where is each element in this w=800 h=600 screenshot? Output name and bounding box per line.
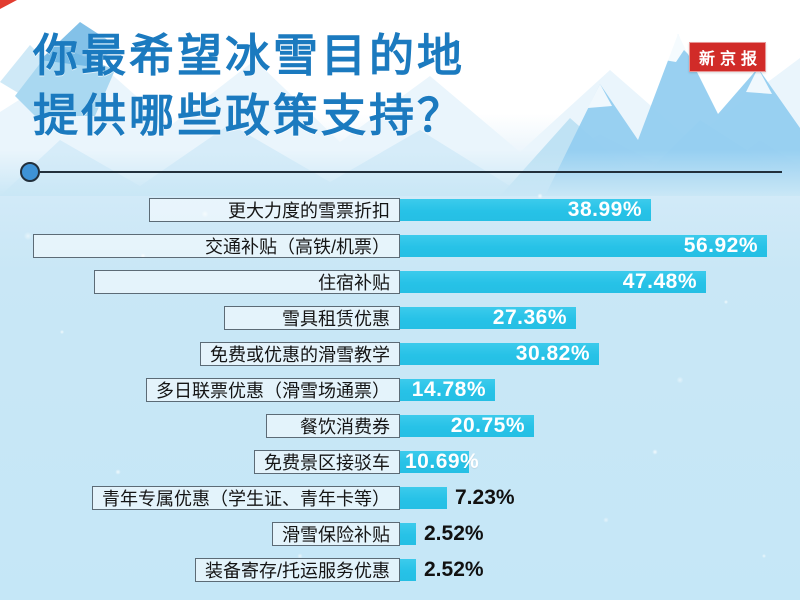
chart-row: 免费景区接驳车 10.69% (0, 450, 800, 474)
category-label-box: 滑雪保险补贴 (272, 522, 400, 546)
page-title-line2: 提供哪些政策支持？ (33, 90, 466, 141)
category-label-cell: 交通补贴（高铁/机票） (0, 234, 400, 258)
category-label-box: 餐饮消费券 (266, 414, 400, 438)
divider (20, 161, 782, 182)
category-label-cell: 更大力度的雪票折扣 (0, 198, 400, 222)
category-label: 青年专属优惠（学生证、青年卡等） (102, 489, 390, 509)
category-label-box: 免费或优惠的滑雪教学 (200, 342, 400, 366)
page-title: 你最希望冰雪目的地 提供哪些政策支持？ (33, 26, 465, 146)
chart-row: 滑雪保险补贴 2.52% (0, 522, 800, 546)
value-bar (400, 559, 416, 581)
value-label: 10.69% (405, 450, 480, 473)
value-bar: 38.99% (400, 198, 651, 221)
divider-line (40, 170, 782, 173)
category-label-box: 交通补贴（高铁/机票） (33, 234, 400, 258)
corner-ribbon (0, 0, 17, 9)
value-label: 20.75% (450, 414, 525, 437)
category-label-cell: 多日联票优惠（滑雪场通票） (0, 378, 400, 402)
value-bar: 14.78% (400, 378, 495, 401)
bar-chart: 更大力度的雪票折扣 38.99% 交通补贴（高铁/机票） 56.92% 住宿补贴 47.4… (0, 198, 800, 595)
category-label-cell: 青年专属优惠（学生证、青年卡等） (0, 486, 400, 510)
category-label-box: 免费景区接驳车 (254, 450, 400, 474)
category-label-cell: 免费或优惠的滑雪教学 (0, 342, 400, 366)
value-bar: 47.48% (400, 270, 706, 293)
category-label-cell: 住宿补贴 (0, 270, 400, 294)
category-label-cell: 免费景区接驳车 (0, 450, 400, 474)
chart-row: 免费或优惠的滑雪教学 30.82% (0, 342, 800, 366)
value-bar: 27.36% (400, 306, 576, 329)
category-label: 更大力度的雪票折扣 (228, 201, 390, 221)
value-bar: 56.92% (400, 234, 767, 257)
value-bar: 30.82% (400, 342, 599, 365)
category-label-cell: 雪具租赁优惠 (0, 306, 400, 330)
category-label: 免费景区接驳车 (264, 453, 390, 473)
brand-badge: 新京报 (688, 42, 766, 72)
category-label-cell: 餐饮消费券 (0, 414, 400, 438)
value-label: 38.99% (567, 198, 642, 221)
chart-row: 餐饮消费券 20.75% (0, 414, 800, 438)
value-bar: 10.69% (400, 450, 479, 473)
category-label: 滑雪保险补贴 (282, 525, 390, 545)
divider-dot-icon (20, 161, 40, 182)
value-label: 27.36% (492, 306, 567, 329)
value-bar (400, 523, 416, 545)
category-label-box: 装备寄存/托运服务优惠 (195, 558, 400, 582)
chart-row: 装备寄存/托运服务优惠 2.52% (0, 558, 800, 582)
category-label: 装备寄存/托运服务优惠 (205, 561, 390, 581)
value-label: 7.23% (455, 486, 515, 509)
category-label-box: 多日联票优惠（滑雪场通票） (146, 378, 400, 402)
value-label: 2.52% (424, 522, 484, 545)
category-label: 住宿补贴 (318, 273, 390, 293)
chart-row: 更大力度的雪票折扣 38.99% (0, 198, 800, 222)
value-bar: 20.75% (400, 414, 534, 437)
value-label: 2.52% (424, 558, 484, 581)
category-label-cell: 滑雪保险补贴 (0, 522, 400, 546)
category-label: 多日联票优惠（滑雪场通票） (156, 381, 390, 401)
chart-row: 住宿补贴 47.48% (0, 270, 800, 294)
value-label: 30.82% (515, 342, 590, 365)
page-title-line1: 你最希望冰雪目的地 (33, 30, 466, 81)
value-bar (400, 487, 447, 509)
category-label-box: 雪具租赁优惠 (224, 306, 400, 330)
chart-row: 交通补贴（高铁/机票） 56.92% (0, 234, 800, 258)
value-label: 56.92% (683, 234, 758, 257)
category-label: 免费或优惠的滑雪教学 (210, 345, 390, 365)
chart-row: 青年专属优惠（学生证、青年卡等） 7.23% (0, 486, 800, 510)
value-label: 14.78% (411, 378, 486, 401)
category-label: 餐饮消费券 (300, 417, 390, 437)
category-label-cell: 装备寄存/托运服务优惠 (0, 558, 400, 582)
category-label: 雪具租赁优惠 (282, 309, 390, 329)
chart-row: 雪具租赁优惠 27.36% (0, 306, 800, 330)
category-label-box: 住宿补贴 (94, 270, 400, 294)
category-label-box: 青年专属优惠（学生证、青年卡等） (92, 486, 400, 510)
value-label: 47.48% (622, 270, 697, 293)
chart-row: 多日联票优惠（滑雪场通票） 14.78% (0, 378, 800, 402)
category-label: 交通补贴（高铁/机票） (205, 237, 390, 257)
category-label-box: 更大力度的雪票折扣 (149, 198, 400, 222)
